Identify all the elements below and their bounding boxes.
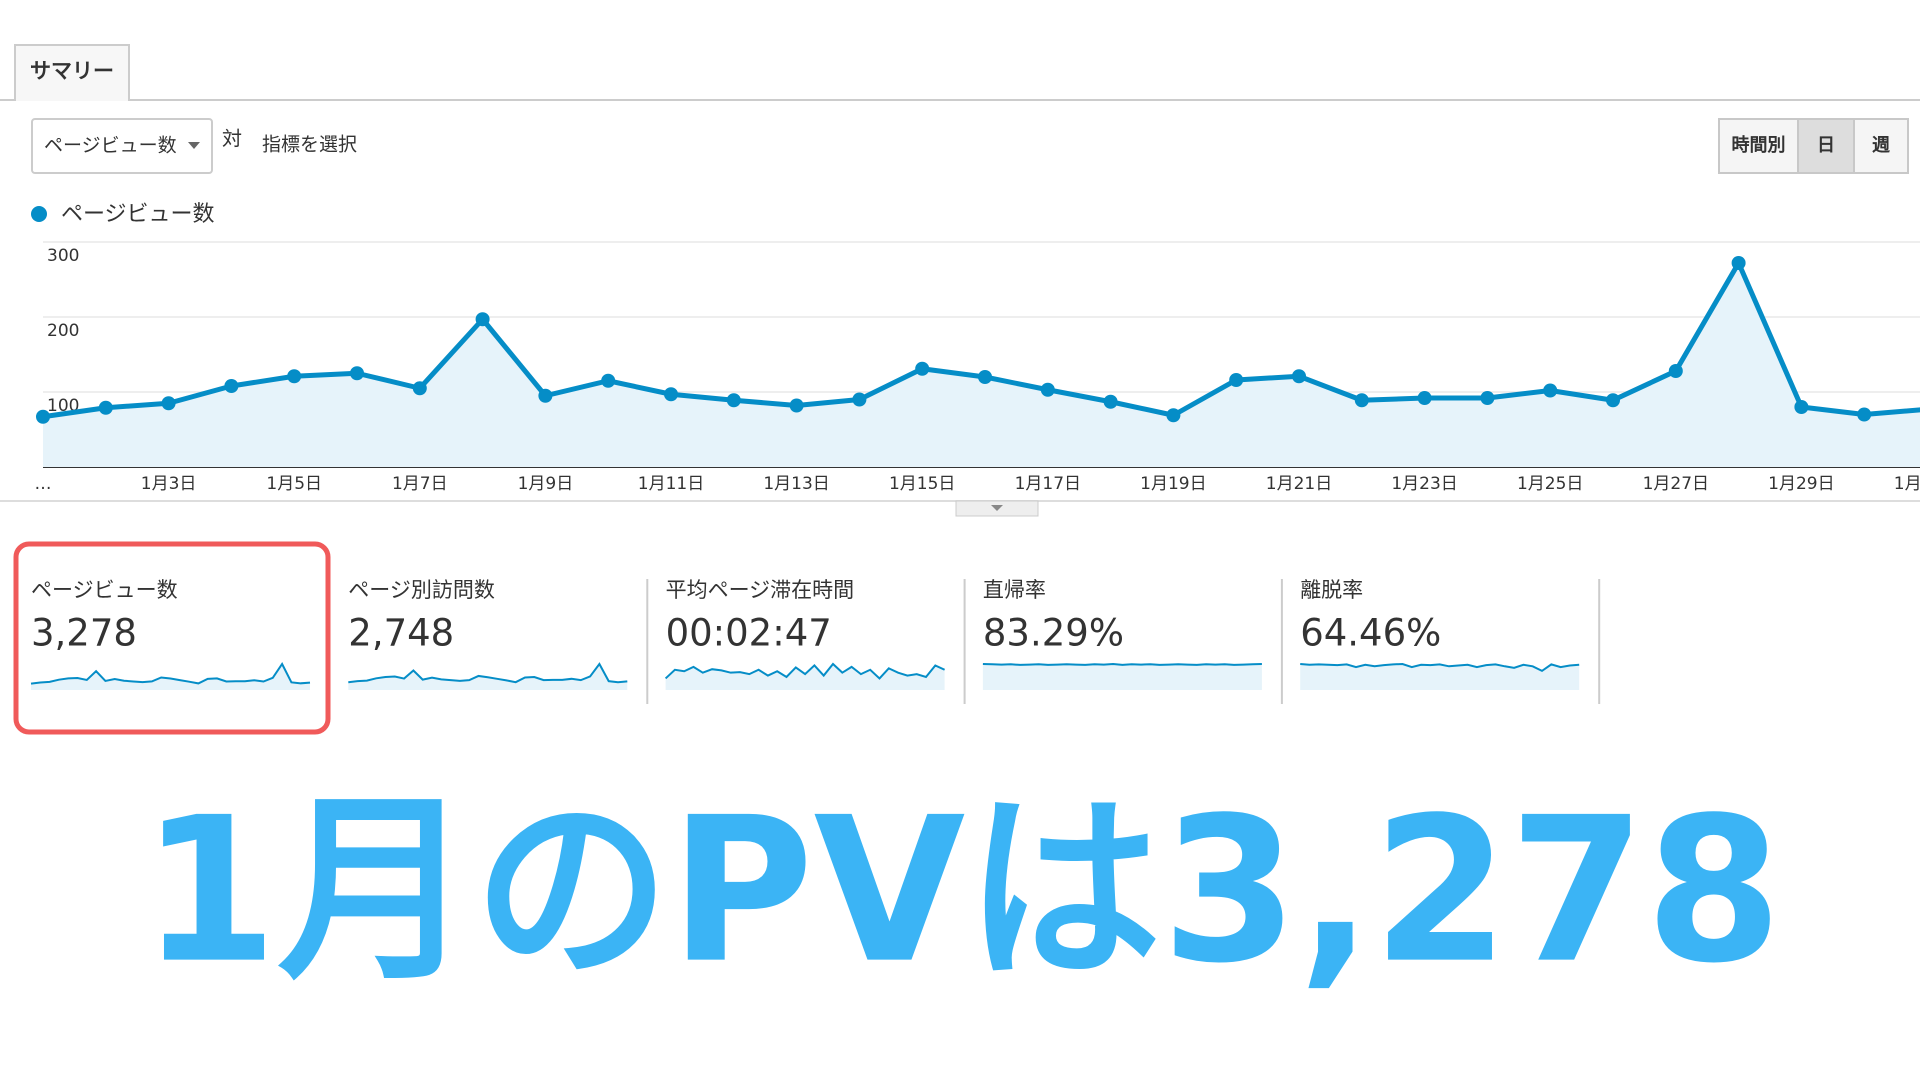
point xyxy=(224,379,239,393)
x-tick-label: 1月13日 xyxy=(763,474,829,494)
tab[interactable] xyxy=(14,44,130,101)
x-tick-label: 1月29日 xyxy=(1768,474,1834,494)
interval-button[interactable] xyxy=(1853,118,1909,174)
select-metric-link[interactable]: 指標を選択 xyxy=(262,134,357,156)
point xyxy=(1417,391,1432,405)
point xyxy=(287,369,302,384)
point xyxy=(1668,364,1683,378)
point xyxy=(1731,256,1746,270)
point xyxy=(664,387,678,402)
x-tick-label: 1月21日 xyxy=(1266,474,1332,494)
vs-label: 対 xyxy=(222,127,242,151)
sparkline-area xyxy=(348,664,628,690)
x-tick-label: 1月15日 xyxy=(889,474,955,494)
metric-label: 平均ページ滞在時間 xyxy=(666,578,855,602)
x-tick-label: 1月9日 xyxy=(518,474,574,494)
metric-value: 83.29% xyxy=(983,612,1124,655)
point xyxy=(726,393,741,408)
point xyxy=(161,396,176,411)
x-tick-label: 1月3日 xyxy=(141,474,197,494)
x-tick-label: 1月17日 xyxy=(1015,474,1081,494)
point xyxy=(1794,400,1809,414)
metric-value: 00:02:47 xyxy=(666,612,832,655)
point xyxy=(412,381,427,396)
interval-buttons: 時間別 日 週 xyxy=(1718,118,1909,174)
point xyxy=(350,366,364,381)
area xyxy=(43,263,1920,467)
sparkline-area xyxy=(982,664,1262,690)
metric-value: 2,748 xyxy=(348,612,454,655)
x-tick-label: 1月23日 xyxy=(1391,474,1457,494)
interval-label: 時間別 xyxy=(1732,135,1786,156)
sparkline-area xyxy=(665,664,945,690)
y-tick-label: 200 xyxy=(47,321,79,341)
point xyxy=(1606,393,1620,408)
point xyxy=(1103,394,1118,409)
metric-dropdown[interactable] xyxy=(31,118,213,174)
metric-value: 64.46% xyxy=(1300,612,1441,655)
tab-label: サマリー xyxy=(30,59,114,83)
point xyxy=(1040,382,1055,397)
interval-button[interactable] xyxy=(1718,118,1799,174)
x-tick-label: 1月5日 xyxy=(266,474,322,494)
sparkline xyxy=(30,662,311,685)
metric-row: ページビュー数 3,278 ページ別訪問数 2,748 平均ページ滞在時間 00:02:4… xyxy=(13,541,1601,735)
point xyxy=(1292,369,1306,384)
point xyxy=(1229,373,1244,387)
handle-arrow xyxy=(991,505,1003,511)
sparkline xyxy=(982,662,1262,666)
metric-label: 直帰率 xyxy=(983,578,1046,602)
metric-label: ページ別訪問数 xyxy=(348,578,495,602)
interval-label: 日 xyxy=(1817,135,1835,156)
metric-label: ページビュー数 xyxy=(31,578,178,602)
highlight-box xyxy=(13,541,331,735)
point xyxy=(789,398,804,413)
sparkline xyxy=(348,662,628,684)
metric-dropdown-label: ページビュー数 xyxy=(44,135,177,157)
x-tick-label: 1月11日 xyxy=(638,474,704,494)
y-tick-label: 300 xyxy=(47,246,79,266)
point xyxy=(1543,383,1558,398)
sparkline xyxy=(1300,662,1580,673)
x-tick-label: 1月31日 xyxy=(1894,474,1920,494)
point xyxy=(98,400,113,415)
x-tick-label: 1月25日 xyxy=(1517,474,1583,494)
legend-label: ページビュー数 xyxy=(61,202,215,227)
x-tick-label: 1月27日 xyxy=(1643,474,1709,494)
metric-value: 3,278 xyxy=(31,612,137,655)
point xyxy=(36,409,50,424)
interval-label: 週 xyxy=(1872,135,1890,156)
point xyxy=(475,312,490,327)
sparkline-area xyxy=(1300,664,1580,690)
point xyxy=(1354,393,1369,408)
headline: 1月のPVは3,278 xyxy=(141,775,1782,1008)
x-tick-label: 1月19日 xyxy=(1140,474,1206,494)
point xyxy=(978,370,992,384)
dropdown-arrow xyxy=(188,142,200,149)
point xyxy=(1480,391,1495,405)
point xyxy=(601,373,616,388)
point xyxy=(1857,407,1872,422)
x-tick-label: 1月7日 xyxy=(392,474,448,494)
x-tick-label: … xyxy=(35,474,52,494)
point xyxy=(852,392,867,407)
legend-marker xyxy=(31,206,47,222)
point xyxy=(915,361,930,376)
sparkline xyxy=(664,662,946,680)
point xyxy=(538,388,553,403)
metric-label: 離脱率 xyxy=(1300,578,1363,602)
sparkline-area xyxy=(31,664,310,690)
point xyxy=(1166,408,1181,423)
